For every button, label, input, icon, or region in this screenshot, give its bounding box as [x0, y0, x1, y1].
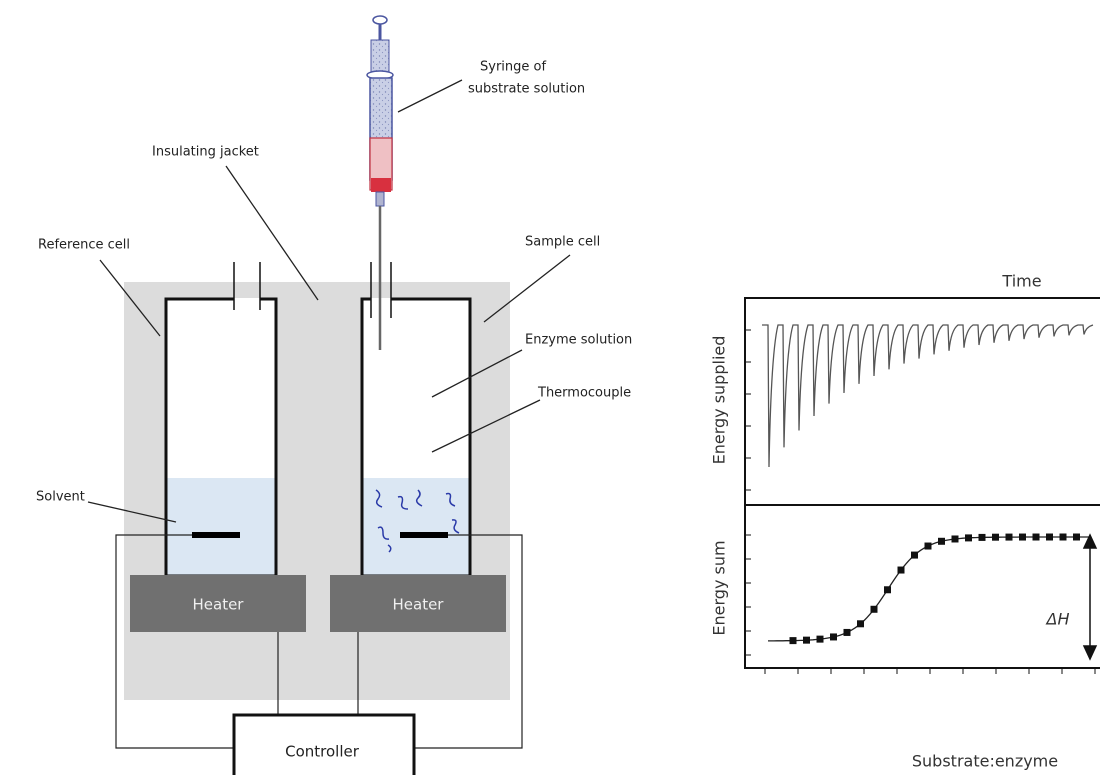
heater-label: Heater: [193, 596, 245, 614]
delta-h-arrow: [1084, 535, 1096, 659]
enzyme-solution-label: Enzyme solution: [525, 333, 632, 348]
injection-trace: [762, 325, 1093, 467]
curve-point: [938, 538, 945, 545]
curve-point: [803, 637, 810, 644]
reference-cell-label: Reference cell: [38, 238, 130, 253]
curve-point: [857, 620, 864, 627]
curve-point: [952, 535, 959, 542]
curve-point: [992, 534, 999, 541]
solvent-label: Solvent: [36, 490, 85, 505]
substrate-enzyme-label: Substrate:enzyme: [912, 752, 1058, 771]
curve-point: [1019, 534, 1026, 541]
energy-sum-label: Energy sum: [710, 540, 729, 635]
syringe-label: substrate solution: [468, 82, 585, 97]
leader-line: [226, 166, 318, 300]
curve-point: [844, 629, 851, 636]
thermocouple-label: Thermocouple: [537, 386, 631, 401]
curve-point: [1073, 534, 1080, 541]
curve-point: [1033, 534, 1040, 541]
time-label: Time: [1001, 272, 1041, 291]
binding-curve: [768, 537, 1089, 641]
controller-label: Controller: [285, 743, 360, 761]
jacket-label: Insulating jacket: [152, 145, 259, 160]
delta-h-label: ΔH: [1045, 610, 1070, 629]
curve-point: [830, 633, 837, 640]
leader-line: [398, 80, 462, 112]
curve-point: [817, 636, 824, 643]
curve-point: [1006, 534, 1013, 541]
sample-cell-label: Sample cell: [525, 235, 600, 250]
curve-point: [979, 534, 986, 541]
syringe-label: Syringe of: [480, 60, 546, 75]
curve-point: [884, 586, 891, 593]
curve-point: [790, 637, 797, 644]
diagram: Heater Heater Controller Syringe of subs…: [0, 0, 1100, 775]
solvent-fill: [166, 478, 276, 576]
curve-point: [965, 534, 972, 541]
heater-label: Heater: [393, 596, 445, 614]
curve-point: [898, 567, 905, 574]
curve-point: [1060, 534, 1067, 541]
curve-point: [911, 552, 918, 559]
curve-point: [925, 543, 932, 550]
energy-supplied-label: Energy supplied: [710, 336, 729, 465]
curve-point: [1046, 534, 1053, 541]
curve-point: [871, 606, 878, 613]
